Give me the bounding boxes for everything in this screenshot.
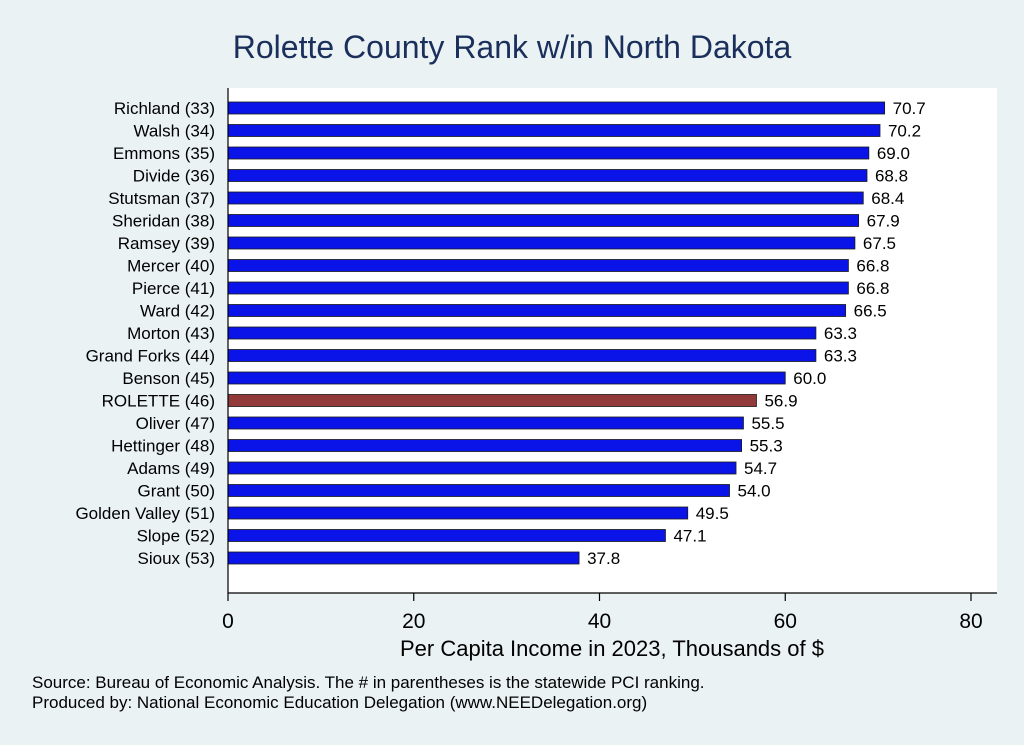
value-label: 63.3 xyxy=(824,324,857,343)
bar xyxy=(227,304,847,317)
value-label: 69.0 xyxy=(877,144,910,163)
bar xyxy=(227,551,580,565)
category-label: Hettinger (48) xyxy=(111,437,215,456)
value-label: 70.7 xyxy=(893,99,926,118)
category-label: ROLETTE (46) xyxy=(102,392,215,411)
category-label: Ramsey (39) xyxy=(118,234,215,253)
bar xyxy=(227,371,786,385)
bar xyxy=(227,529,666,542)
value-label: 66.5 xyxy=(854,302,887,321)
chart-title: Rolette County Rank w/in North Dakota xyxy=(233,29,792,65)
category-label: Grant (50) xyxy=(138,482,215,501)
category-label: Benson (45) xyxy=(122,369,215,388)
category-label: Morton (43) xyxy=(127,324,215,343)
value-label: 63.3 xyxy=(824,347,857,366)
value-label: 47.1 xyxy=(673,527,706,546)
category-label: Walsh (34) xyxy=(133,122,215,141)
bar xyxy=(227,101,886,115)
bar xyxy=(227,506,689,520)
x-axis-title: Per Capita Income in 2023, Thousands of … xyxy=(400,636,824,661)
x-tick-label: 60 xyxy=(774,610,797,633)
value-label: 66.8 xyxy=(856,257,889,276)
value-label: 60.0 xyxy=(793,369,826,388)
value-label: 56.9 xyxy=(764,392,797,411)
x-axis-ticks: 0 20 40 60 80 xyxy=(222,593,983,633)
value-label: 49.5 xyxy=(696,504,729,523)
x-tick-label: 80 xyxy=(959,610,982,633)
category-label: Richland (33) xyxy=(114,99,215,118)
bar xyxy=(227,169,868,182)
category-label: Adams (49) xyxy=(127,459,215,478)
produced-by-note: Produced by: National Economic Education… xyxy=(32,693,647,712)
category-label: Golden Valley (51) xyxy=(75,504,215,523)
bar xyxy=(227,439,742,452)
category-label: Grand Forks (44) xyxy=(86,347,215,366)
bar xyxy=(227,191,864,205)
category-label: Oliver (47) xyxy=(136,414,215,433)
x-tick-label: 20 xyxy=(402,610,425,633)
category-label: Stutsman (37) xyxy=(108,189,215,208)
bar xyxy=(227,236,856,250)
bar xyxy=(227,146,870,160)
value-label: 67.9 xyxy=(867,212,900,231)
bar xyxy=(227,349,817,362)
x-tick-label: 40 xyxy=(588,610,611,633)
category-label: Ward (42) xyxy=(140,302,215,321)
value-label: 37.8 xyxy=(587,549,620,568)
category-labels: Richland (33) Walsh (34) Emmons (35) Divide… xyxy=(75,99,215,568)
bar xyxy=(227,416,744,430)
bar xyxy=(227,214,860,227)
category-label: Mercer (40) xyxy=(127,257,215,276)
x-tick-label: 0 xyxy=(222,610,234,633)
category-label: Sioux (53) xyxy=(138,549,215,568)
bar-highlight xyxy=(227,394,757,407)
bar xyxy=(227,281,849,295)
value-label: 55.3 xyxy=(750,437,783,456)
bar xyxy=(227,259,849,272)
category-label: Divide (36) xyxy=(133,167,215,186)
bar xyxy=(227,484,730,497)
value-label: 66.8 xyxy=(856,279,889,298)
value-label: 54.7 xyxy=(744,459,777,478)
category-label: Sheridan (38) xyxy=(112,212,215,231)
category-label: Slope (52) xyxy=(137,527,215,546)
bar xyxy=(227,461,737,475)
value-label: 67.5 xyxy=(863,234,896,253)
source-note: Source: Bureau of Economic Analysis. The… xyxy=(32,673,705,692)
value-label: 54.0 xyxy=(738,482,771,501)
category-label: Pierce (41) xyxy=(132,279,215,298)
bar xyxy=(227,124,881,137)
value-label: 55.5 xyxy=(751,414,784,433)
value-label: 68.8 xyxy=(875,167,908,186)
bar xyxy=(227,326,817,340)
value-label: 68.4 xyxy=(871,189,904,208)
value-labels: 70.7 70.2 69.0 68.8 68.4 67.9 67.5 66.8 66.8 66.5… xyxy=(587,99,926,568)
category-label: Emmons (35) xyxy=(113,144,215,163)
value-label: 70.2 xyxy=(888,122,921,141)
